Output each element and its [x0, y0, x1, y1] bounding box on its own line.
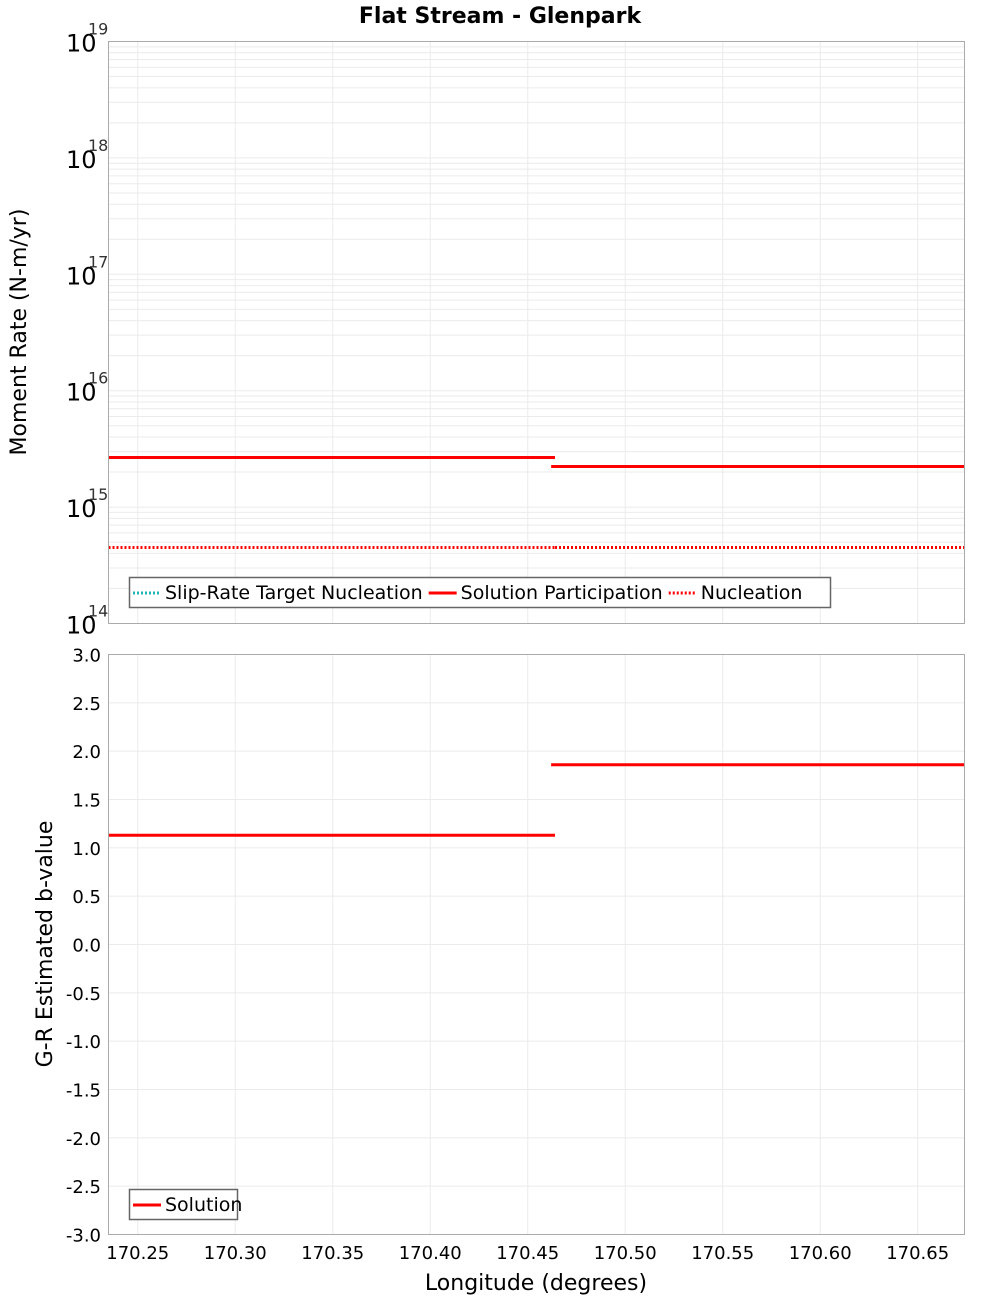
y-tick-label: -1.5 — [66, 1081, 101, 1102]
x-axis-label: Longitude (degrees) — [425, 1271, 647, 1296]
svg-text:Slip-Rate Target Nucleation: Slip-Rate Target Nucleation — [165, 582, 423, 604]
top-gridlines — [109, 42, 965, 624]
x-tick-label: 170.60 — [789, 1243, 852, 1264]
svg-text:16: 16 — [88, 369, 108, 388]
chart-canvas: Flat Stream - Glenpark 10141015101610171… — [0, 0, 1000, 1300]
top-series-lines — [109, 457, 965, 547]
svg-text:Solution Participation: Solution Participation — [461, 582, 663, 604]
top-plot-frame — [109, 42, 965, 624]
y-tick-label: 1016 — [66, 369, 108, 407]
y-tick-label: -3.0 — [66, 1226, 101, 1247]
y-tick-label: 1017 — [66, 252, 108, 290]
legend-item: Slip-Rate Target Nucleation — [133, 582, 423, 604]
x-tick-label: 170.45 — [496, 1243, 559, 1264]
x-axis-ticks: 170.25 170.30 170.35 170.40 170.45 170.50 170.… — [106, 1243, 949, 1264]
svg-text:Nucleation: Nucleation — [701, 582, 803, 604]
y-tick-label: 1015 — [66, 485, 108, 523]
y-tick-label: 0.0 — [72, 936, 101, 957]
y-tick-label: -0.5 — [66, 984, 101, 1005]
b-value-panel: 3.0 2.5 2.0 1.5 1.0 0.5 0.0 -0.5 -1.0 -1.5 -2.0 -2.… — [33, 646, 965, 1297]
svg-text:19: 19 — [88, 20, 108, 39]
y-tick-label: 1019 — [66, 20, 108, 58]
x-tick-label: 170.55 — [691, 1243, 754, 1264]
x-tick-label: 170.35 — [301, 1243, 364, 1264]
x-tick-label: 170.40 — [399, 1243, 462, 1264]
svg-text:15: 15 — [88, 485, 108, 504]
x-tick-label: 170.50 — [594, 1243, 657, 1264]
svg-text:18: 18 — [88, 136, 108, 155]
bottom-legend: Solution — [130, 1190, 243, 1220]
y-tick-label: 0.5 — [72, 887, 101, 908]
y-tick-label: -1.0 — [66, 1032, 101, 1053]
y-tick-label: 1.0 — [72, 839, 101, 860]
top-legend: Slip-Rate Target Nucleation Solution Part… — [130, 578, 831, 608]
y-tick-label: -2.0 — [66, 1129, 101, 1150]
y-tick-label: 2.0 — [72, 742, 101, 763]
bottom-gridlines — [109, 655, 965, 1235]
y-tick-label: 2.5 — [72, 694, 101, 715]
x-tick-label: 170.65 — [886, 1243, 949, 1264]
legend-item: Solution Participation — [429, 582, 663, 604]
bottom-y-axis-label: G-R Estimated b-value — [33, 821, 58, 1068]
y-tick-label: 1.5 — [72, 791, 101, 812]
svg-text:17: 17 — [88, 252, 108, 271]
y-tick-label: 3.0 — [72, 646, 101, 667]
moment-rate-panel: 1014 1015 1016 1017 1018 1019 Moment Rate (N-… — [7, 20, 965, 640]
svg-text:Solution: Solution — [165, 1194, 242, 1216]
x-tick-label: 170.25 — [106, 1243, 169, 1264]
top-y-axis-label: Moment Rate (N-m/yr) — [7, 209, 32, 456]
top-y-axis-ticks: 1014 1015 1016 1017 1018 1019 — [66, 20, 108, 640]
chart-figure: Flat Stream - Glenpark 10141015101610171… — [0, 0, 1000, 1300]
svg-text:14: 14 — [88, 602, 108, 621]
bottom-y-axis-ticks: 3.0 2.5 2.0 1.5 1.0 0.5 0.0 -0.5 -1.0 -1.5 -2.0 -2.… — [66, 646, 101, 1247]
chart-title: Flat Stream - Glenpark — [359, 4, 643, 29]
y-tick-label: 1014 — [66, 602, 108, 640]
y-tick-label: 1018 — [66, 136, 108, 174]
x-tick-label: 170.30 — [204, 1243, 267, 1264]
y-tick-label: -2.5 — [66, 1177, 101, 1198]
